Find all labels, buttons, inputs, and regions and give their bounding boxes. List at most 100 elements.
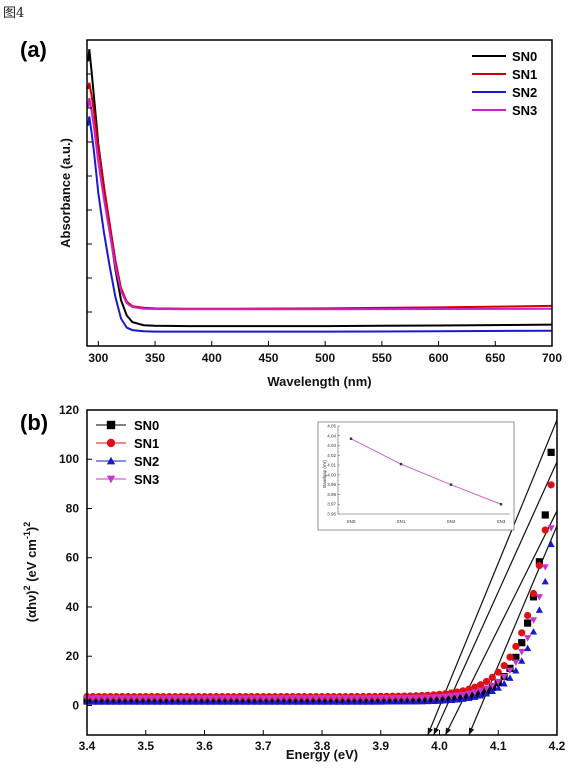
x-tick-label: 400 [202,351,222,365]
panel-a: (a) 300 350 400 450 500 550 600 650 700 Waveleng… [20,37,562,389]
point-sn3 [195,695,203,702]
y-tick-label: 120 [59,403,79,417]
point-sn2 [506,674,514,681]
point-sn2 [535,606,543,613]
panel-a-x-axis-label: Wavelength (nm) [267,374,371,389]
point-sn3 [465,690,473,698]
inset-y-tick-label: 4.02 [327,453,336,458]
point-sn1 [535,561,543,570]
panel-a-y-axis-label: Absorbance (a.u.) [58,138,73,248]
inset-bandgap-line [350,438,502,505]
inset-x-tick-label: SN1 [397,519,406,524]
point-sn2 [453,696,461,703]
point-sn3 [447,693,455,700]
point-sn3 [165,695,173,702]
point-sn2 [488,687,496,695]
legend-marker-sn3 [106,475,116,484]
inset-point [349,437,353,440]
point-sn3 [153,695,162,702]
fit-arrowhead-sn2 [468,727,475,735]
curve-sn1 [87,82,553,310]
point-sn1 [477,681,485,689]
x-tick-label: 4.0 [431,739,448,753]
point-sn3 [388,695,397,702]
x-tick-label: 650 [485,351,505,365]
panel-a-curves [87,49,553,333]
inset-point [499,503,503,506]
point-sn2 [477,691,485,699]
point-sn2 [494,684,502,691]
point-sn3 [518,648,526,656]
inset-y-tick-label: 3.96 [327,512,336,517]
panel-b: (b) 3.4 3.5 3.6 3.7 3.8 3.9 4.0 4.1 4.2 0 20 40 60 8… [20,403,566,762]
point-sn2 [447,696,455,704]
panel-a-label: (a) [20,37,47,62]
point-sn3 [300,695,308,702]
y-tick-label: 0 [72,698,79,712]
point-sn3 [253,695,261,702]
point-sn3 [101,695,109,702]
fit-line-sn0 [427,419,558,736]
point-sn3 [271,695,279,702]
y-tick-label: 60 [66,551,80,565]
point-sn1 [482,677,491,686]
curve-sn0 [87,49,553,328]
x-tick-label: 3.5 [137,739,154,753]
point-sn3 [112,695,120,702]
x-tick-label: 3.6 [196,739,213,753]
point-sn3 [471,689,479,696]
point-sn2 [547,540,555,548]
panel-a-frame [86,39,553,347]
inset-y-tick-label: 4.05 [327,424,336,429]
point-sn3 [477,687,485,695]
point-sn3 [224,695,232,702]
point-sn1 [524,611,532,620]
point-sn2 [512,666,520,674]
inset-y-tick-label: 4.04 [327,433,336,438]
panel-b-points [83,448,555,705]
legend-label-sn3: SN3 [512,103,537,118]
point-sn3 [430,694,438,701]
point-sn2 [518,657,526,664]
point-sn3 [341,695,350,702]
point-sn3 [535,594,543,601]
inset-y-tick-label: 4.03 [327,443,336,448]
point-sn3 [206,695,214,702]
point-sn2 [465,694,473,702]
x-tick-label: 3.7 [255,739,272,753]
point-sn3 [200,695,209,702]
point-sn3 [136,695,144,702]
point-sn3 [506,667,514,675]
legend-marker-sn2 [106,456,116,465]
point-sn2 [541,577,549,585]
point-sn0 [535,558,543,566]
inset-y-tick-label: 3.97 [327,502,336,507]
point-sn3 [459,691,467,699]
point-sn3 [435,693,444,701]
point-sn3 [400,694,408,702]
inset-y-tick-label: 3.98 [327,492,336,497]
point-sn3 [118,695,126,702]
point-sn3 [242,695,250,702]
panel-b-x-ticks: 3.4 3.5 3.6 3.7 3.8 3.9 4.0 4.1 4.2 [79,730,566,753]
point-sn3 [383,695,391,702]
point-sn1 [547,481,555,489]
panel-a-legend: SN0 SN1 SN2 SN3 [472,49,537,118]
legend-label-sn2: SN2 [134,454,159,469]
point-sn3 [541,564,549,571]
point-sn3 [212,695,220,702]
x-tick-label: 4.2 [549,739,566,753]
panel-b-legend: SN0 SN1 SN2 SN3 [96,418,159,487]
point-sn2 [524,644,532,652]
x-tick-label: 3.4 [79,739,96,753]
point-sn3 [359,695,367,702]
point-sn3 [336,695,344,702]
point-sn3 [230,695,238,702]
x-tick-label: 3.9 [372,739,389,753]
point-sn3 [418,694,426,702]
point-sn3 [547,525,555,532]
point-sn3 [318,695,326,702]
inset-y-ticks: 3.96 3.97 3.98 3.99 4.00 4.01 4.02 4.03 4.04 4.05 [327,424,340,517]
x-tick-label: 450 [258,351,278,365]
y-tick-label: 40 [66,600,80,614]
